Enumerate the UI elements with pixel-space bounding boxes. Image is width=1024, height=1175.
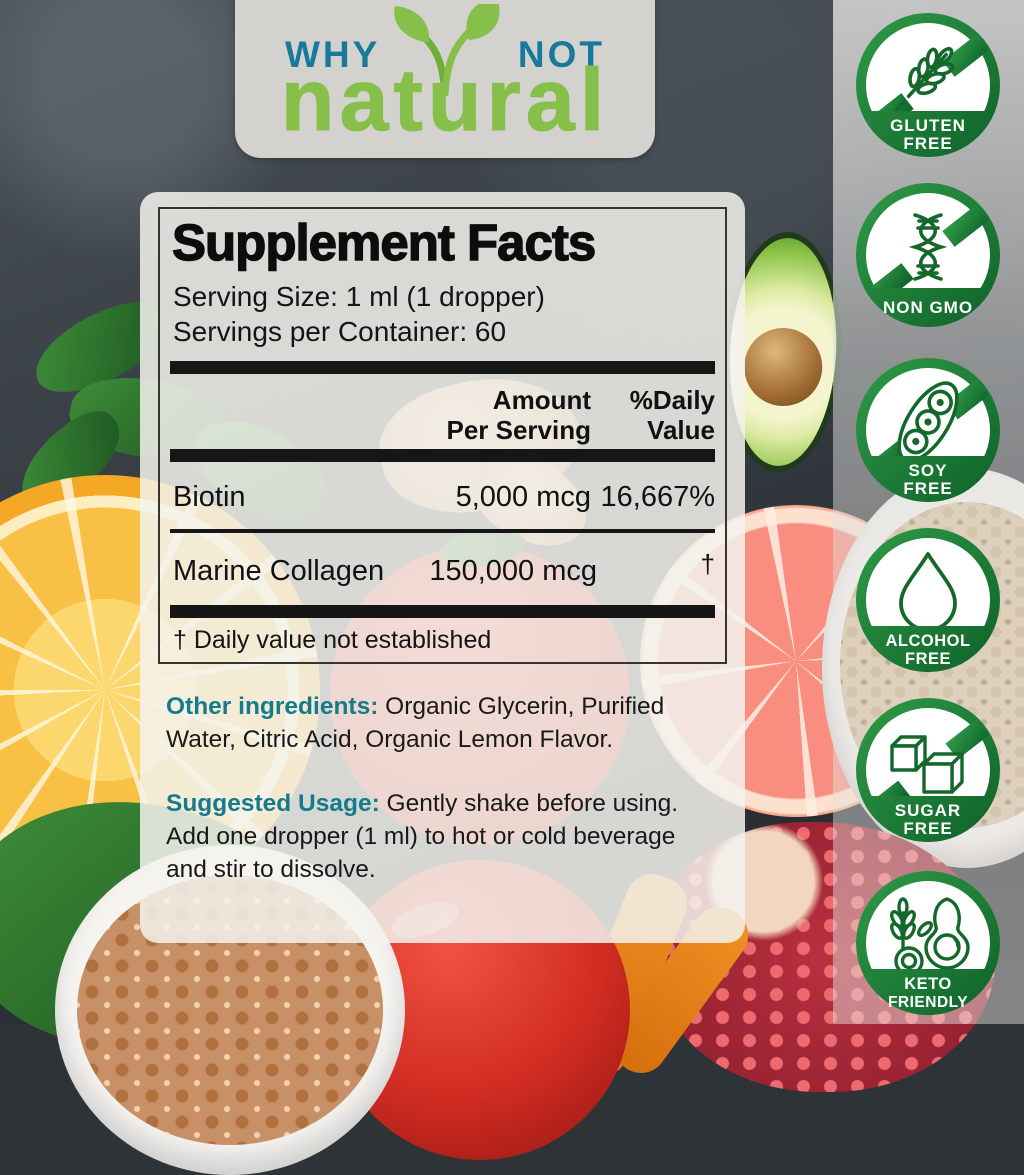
sugar-cubes-crossed-icon (890, 735, 964, 794)
amount-header: Amount Per Serving (446, 385, 591, 445)
logo-why-text: WHY (285, 34, 381, 75)
divider-bar (170, 361, 715, 374)
badge-label: ALCOHOL (885, 632, 970, 650)
badge-non-gmo: NON GMO (856, 183, 1000, 327)
supplement-facts-title: Supplement Facts (171, 213, 597, 271)
divider-bar (170, 449, 715, 462)
servings-per-container: Servings per Container: 60 (173, 316, 507, 347)
dna-crossed-icon (908, 213, 948, 281)
logo-not-text: NOT (517, 34, 605, 75)
other-ingredients-text: Organic Glycerin, Purified Water, Citric… (166, 693, 665, 753)
logo-natural-text: natural (280, 50, 610, 149)
badge-keto-friendly: KETO FRIENDLY (856, 871, 1000, 1015)
logo-top-row: WHY NOT (235, 26, 655, 75)
divider-bar (170, 605, 715, 618)
supplement-facts-panel: Supplement Facts Serving Size: 1 ml (1 d… (140, 192, 745, 943)
badge-label: SOY (909, 461, 948, 480)
serving-size: Serving Size: 1 ml (1 dropper) (173, 281, 545, 312)
badge-label: FRIENDLY (888, 994, 968, 1011)
suggested-usage: Suggested Usage: Gently shake before usi… (166, 787, 718, 886)
supplement-facts-box: Supplement Facts Serving Size: 1 ml (1 d… (158, 207, 727, 664)
daily-value-header: %Daily Value (629, 385, 715, 445)
label-panel (140, 192, 745, 943)
zero-percent-label: 0% (913, 596, 944, 619)
other-ingredients: Other ingredients: Organic Glycerin, Pur… (166, 690, 718, 756)
badge-label: FREE (903, 134, 952, 153)
badge-label: GLUTEN (890, 116, 966, 135)
badge-strip-panel (833, 0, 1024, 1024)
soy-pod-crossed-icon (897, 381, 959, 463)
wheat-crossed-icon (894, 47, 955, 112)
badge-alcohol-free: 0% ALCOHOL FREE (856, 528, 1000, 672)
badge-label: FREE (903, 819, 952, 838)
badge-label: FREE (905, 650, 951, 668)
suggested-usage-label: Suggested Usage: (166, 790, 380, 817)
badge-gluten-free: GLUTEN FREE (856, 13, 1000, 157)
daily-value-footnote: † Daily value not established (173, 626, 492, 654)
badge-label: FREE (903, 479, 952, 498)
other-ingredients-label: Other ingredients: (166, 693, 379, 720)
suggested-usage-text: Gently shake before using. Add one dropp… (166, 790, 679, 883)
badge-label: SUGAR (895, 801, 961, 820)
sprout-leaf-icon (394, 4, 500, 96)
badge-label: NON GMO (883, 298, 973, 317)
brand-logo: WHY NOT natural (235, 0, 655, 158)
badge-sugar-free: SUGAR FREE (856, 698, 1000, 842)
avocado-icon (890, 897, 970, 976)
divider-thin (170, 529, 715, 533)
badge-label: KETO (904, 975, 952, 993)
badge-soy-free: SOY FREE (856, 358, 1000, 502)
